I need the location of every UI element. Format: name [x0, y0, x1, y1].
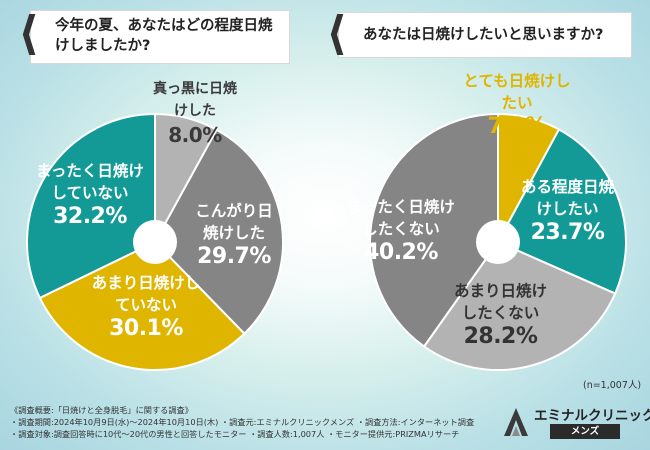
- footer-line-3: ・調査対象:調査回答時に10代〜20代の男性と回答したモニター ・調査人数:1,…: [10, 429, 460, 439]
- left-question-box: 今年の夏、あなたはどの程度日焼けしましたか?: [30, 10, 290, 64]
- right-slice-2: [422, 240, 617, 371]
- right-question-bracket-icon: ⟨: [326, 6, 348, 60]
- logo-sub: メンズ: [550, 424, 620, 439]
- left-slice-label-2: あまり日焼けしていない 30.1%: [90, 272, 202, 340]
- left-slice-3: [26, 112, 156, 300]
- logo-mark-icon: [504, 408, 528, 436]
- left-donut-hole: [133, 220, 177, 264]
- right-slice-label-2-text: あまり日焼けしたくない: [453, 282, 547, 322]
- left-question-title: 今年の夏、あなたはどの程度日焼けしましたか?: [55, 18, 273, 54]
- right-slice-1: [496, 128, 627, 295]
- left-slice-label-2-text: あまり日焼けしていない: [91, 274, 201, 314]
- logo-name: エミナルクリニック: [534, 408, 650, 424]
- left-slice-1: [153, 128, 284, 336]
- left-slice-label-1-value: 29.7%: [197, 244, 271, 269]
- left-question-bracket-icon: ⟨: [18, 6, 40, 60]
- footer-line-1: 《調査概要:「日焼けと全身脱毛」に関する調査》: [10, 405, 193, 415]
- right-slice-label-1-value: 23.7%: [530, 220, 605, 245]
- left-slice-label-1-text: こんがり日焼けした: [195, 202, 273, 242]
- right-donut-hole: [476, 220, 520, 264]
- clinic-logo: エミナルクリニック メンズ: [500, 402, 650, 444]
- right-slice-label-3-text: まったく日焼けしたくない: [347, 198, 455, 238]
- right-slice-label-0-value: 7.9%: [487, 114, 547, 139]
- footer-line-2: ・調査期間:2024年10月9日(水)〜2024年10月10日(木) ・調査元:…: [10, 417, 475, 427]
- right-slice-label-1-text: ある程度日焼けしたい: [520, 178, 614, 218]
- right-slice-label-0-text: とても日焼けしたい: [463, 72, 571, 112]
- right-question-box: あなたは日焼けしたいと思いますか?: [338, 12, 632, 58]
- left-slice-label-1: こんがり日焼けした 29.7%: [192, 200, 276, 268]
- left-slice-label-3-value: 32.2%: [53, 204, 127, 229]
- right-slice-label-3: まったく日焼けしたくない 40.2%: [345, 196, 457, 264]
- sample-size: (n=1,007人): [583, 380, 642, 391]
- left-slice-label-3-text: まったく日焼けしていない: [36, 162, 144, 202]
- left-slice-label-3: まったく日焼けしていない 32.2%: [30, 160, 150, 228]
- right-slice-label-1: ある程度日焼けしたい 23.7%: [515, 176, 620, 244]
- right-question-title: あなたは日焼けしたいと思いますか?: [363, 27, 604, 43]
- left-slice-label-0: 真っ黒に日焼けした 8.0%: [150, 78, 240, 146]
- right-slice-label-0: とても日焼けしたい 7.9%: [457, 70, 577, 138]
- left-slice-label-2-value: 30.1%: [109, 316, 183, 341]
- survey-footer: 《調査概要:「日焼けと全身脱毛」に関する調査》 ・調査期間:2024年10月9日…: [10, 404, 474, 440]
- right-slice-label-2-value: 28.2%: [463, 324, 538, 349]
- right-slice-label-2: あまり日焼けしたくない 28.2%: [448, 280, 553, 348]
- right-slice-3: [369, 112, 499, 348]
- left-slice-label-0-value: 8.0%: [168, 123, 222, 147]
- right-slice-label-3-value: 40.2%: [364, 240, 438, 265]
- left-slice-label-0-text: 真っ黒に日焼けした: [153, 81, 237, 119]
